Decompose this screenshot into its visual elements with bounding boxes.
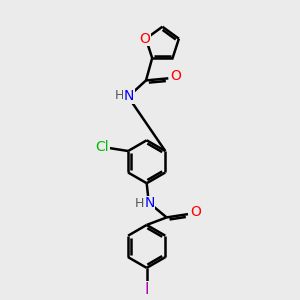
Text: O: O bbox=[140, 32, 151, 46]
Text: O: O bbox=[190, 205, 201, 219]
Text: O: O bbox=[170, 69, 181, 83]
Text: N: N bbox=[124, 89, 134, 103]
Text: I: I bbox=[144, 282, 149, 297]
Text: H: H bbox=[135, 197, 144, 210]
Text: N: N bbox=[144, 196, 155, 210]
Text: Cl: Cl bbox=[95, 140, 109, 154]
Text: H: H bbox=[114, 89, 124, 102]
